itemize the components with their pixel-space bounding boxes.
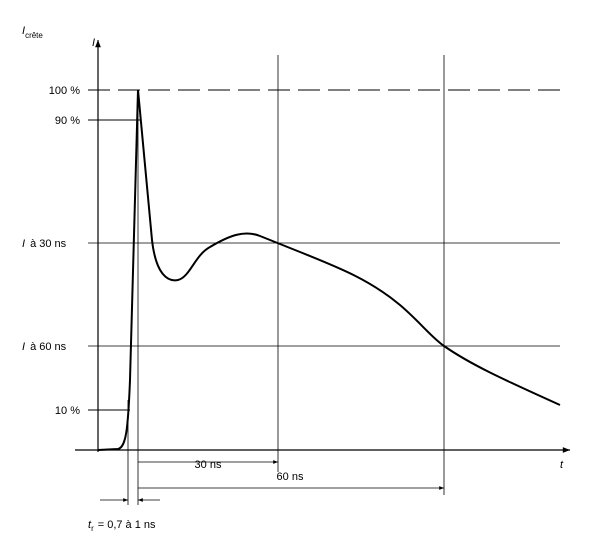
current-waveform [97, 89, 561, 451]
subscript: r [91, 524, 94, 533]
interval-label: 30 ns [195, 459, 222, 471]
symbol: I [22, 238, 25, 250]
symbol: t [88, 519, 92, 531]
text: = 0,7 à 1 ns [98, 519, 156, 531]
level-label: 90 % [55, 115, 80, 127]
subscript: crête [25, 31, 43, 40]
interval-label: 60 ns [277, 471, 304, 483]
text: à 30 ns [30, 238, 67, 250]
rise-time-label: tr = 0,7 à 1 ns [88, 519, 156, 533]
y-axis-label: Icrête [22, 25, 43, 40]
symbol: I [22, 341, 25, 353]
y-axis-symbol: I [92, 37, 95, 49]
symbol: I [22, 25, 25, 37]
level-label: 10 % [55, 405, 80, 417]
x-axis-label: t [560, 459, 564, 471]
level-label: 100 % [49, 85, 80, 97]
text: à 60 ns [30, 341, 67, 353]
